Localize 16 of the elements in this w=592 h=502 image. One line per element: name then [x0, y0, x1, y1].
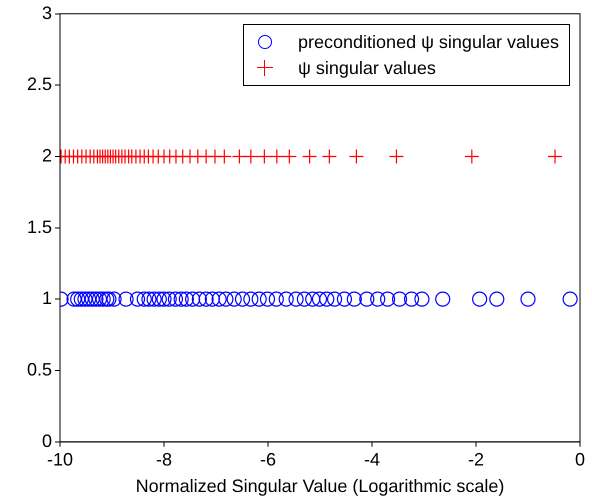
y-tick-label: 1 [42, 288, 52, 308]
y-tick-label: 2 [42, 145, 52, 166]
y-tick-label: 0 [42, 430, 52, 451]
legend-label: preconditioned ψ singular values [298, 30, 559, 54]
y-tick-label: 1.5 [26, 216, 52, 237]
x-tick-label: -10 [46, 450, 74, 470]
x-tick-label: -4 [364, 450, 380, 470]
y-tick-label: 3 [42, 2, 52, 23]
legend-label: ψ singular values [298, 56, 436, 80]
x-tick-label: -8 [156, 450, 172, 470]
y-tick-label: 0.5 [26, 359, 52, 380]
x-tick-label: -2 [468, 450, 484, 470]
x-axis-title: Normalized Singular Value (Logarithmic scale) [136, 476, 504, 496]
y-tick-label: 2.5 [26, 74, 52, 94]
x-tick-label: -6 [260, 450, 276, 470]
x-tick-label: 0 [574, 450, 586, 470]
